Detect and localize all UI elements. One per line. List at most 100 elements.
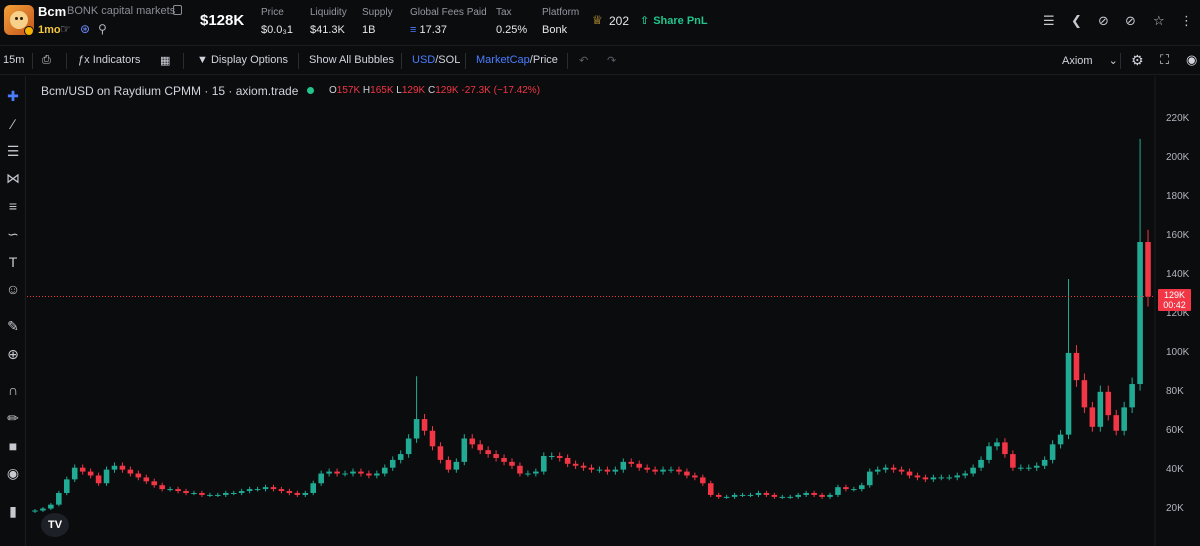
- candle-body: [1113, 415, 1120, 431]
- show-all-bubbles-button[interactable]: Show All Bubbles: [309, 54, 394, 66]
- settings-gear-icon[interactable]: ⚙: [1131, 52, 1144, 68]
- bundle-icon[interactable]: ⊛: [80, 22, 91, 36]
- candle-body: [811, 492, 817, 495]
- share-network-icon[interactable]: ❮: [1071, 13, 1082, 28]
- y-tick-label: 60K: [1166, 424, 1184, 436]
- close-label: C: [428, 85, 436, 96]
- candle-body: [56, 492, 62, 505]
- trash-icon[interactable]: ▮: [9, 503, 17, 519]
- candle-body: [954, 475, 960, 478]
- stat-label: Global Fees Paid: [410, 7, 487, 18]
- display-options-button[interactable]: ▼ Display Options: [197, 54, 288, 66]
- token-avatar-eye-icon: [15, 17, 18, 20]
- low-value: 129K: [401, 85, 426, 96]
- marketcap-option[interactable]: MarketCap: [476, 54, 530, 66]
- caret-down-icon: ▼: [197, 54, 211, 66]
- change-value: -27.3K (−17.42%): [461, 85, 541, 96]
- function-icon: ƒx: [78, 54, 93, 66]
- star-icon[interactable]: ☆: [1153, 13, 1165, 28]
- magnet-icon[interactable]: ∩: [7, 382, 19, 398]
- emoji-icon[interactable]: ☺: [5, 281, 21, 297]
- candle-body: [1065, 352, 1072, 435]
- trend-line-icon[interactable]: ∕: [11, 116, 15, 132]
- stat-value: $0.0₃1: [261, 24, 294, 36]
- candle-body: [1025, 467, 1032, 469]
- visibility-eye-icon[interactable]: ◉: [6, 465, 20, 481]
- candle-body: [167, 489, 173, 491]
- display-options-label: Display Options: [210, 54, 288, 66]
- share-pnl-button[interactable]: ⇧ Share PnL: [640, 14, 708, 27]
- candle-body: [374, 473, 380, 476]
- layouts-grid-icon[interactable]: ▦: [160, 55, 171, 67]
- block-icon[interactable]: ⊘: [1125, 13, 1136, 28]
- fib-retracement-icon[interactable]: ≡: [8, 198, 18, 214]
- stat-value: 0.25%: [496, 24, 528, 36]
- candle-body: [95, 475, 102, 484]
- currency-toggle[interactable]: USD/SOL: [412, 54, 461, 66]
- candle-body: [684, 471, 690, 476]
- horizontal-lines-icon[interactable]: ☰: [6, 143, 20, 159]
- stat-global-fees: Global Fees Paid ≡ 17.37: [410, 7, 487, 36]
- interval-selector[interactable]: 15m: [3, 54, 25, 66]
- sol-option[interactable]: SOL: [438, 54, 461, 66]
- community-icon[interactable]: ☞: [60, 22, 71, 36]
- candle-body: [183, 491, 189, 493]
- list-icon[interactable]: ☰: [1043, 13, 1055, 28]
- token-avatar[interactable]: [4, 5, 34, 35]
- stat-label: Supply: [362, 7, 393, 18]
- candle-body: [938, 477, 945, 479]
- candle-body: [580, 465, 587, 468]
- ruler-icon[interactable]: ✎: [7, 318, 19, 334]
- stat-tax: Tax 0.25%: [496, 7, 527, 36]
- candle-body: [636, 463, 642, 468]
- candle-body: [898, 469, 905, 472]
- fullscreen-icon[interactable]: ⛶: [1160, 52, 1170, 67]
- stat-label: Price: [261, 7, 284, 18]
- hide-icon[interactable]: ⊘: [1098, 13, 1109, 28]
- tradingview-logo-icon[interactable]: TV: [41, 513, 69, 537]
- lock-drawing-icon[interactable]: ✏: [7, 410, 19, 426]
- price-chart[interactable]: Bcm/USD on Raydium CPMM · 15 · axiom.tra…: [27, 76, 1200, 546]
- crosshair-icon[interactable]: ✚: [7, 88, 19, 104]
- candle-body: [835, 487, 841, 495]
- lock-icon[interactable]: ■: [8, 438, 18, 454]
- usd-option[interactable]: USD: [412, 54, 436, 66]
- search-icon[interactable]: ⚲: [98, 22, 107, 36]
- candle-body: [978, 459, 984, 468]
- crown-count: 202: [609, 14, 630, 28]
- zoom-in-icon[interactable]: ⊕: [7, 346, 19, 362]
- copy-address-icon[interactable]: [173, 5, 182, 15]
- candle-body: [397, 454, 404, 460]
- brush-icon[interactable]: ∽: [7, 226, 19, 242]
- more-icon[interactable]: ⋮: [1180, 13, 1193, 28]
- token-age: 1mo: [38, 24, 61, 36]
- price-option[interactable]: Price: [532, 54, 558, 66]
- platform-badge-icon: [24, 26, 34, 36]
- candle-body: [48, 504, 54, 509]
- y-tick-label: 200K: [1166, 152, 1190, 164]
- candle-body: [151, 481, 158, 486]
- redo-icon[interactable]: ↷: [607, 55, 617, 67]
- open-label: O: [329, 85, 337, 96]
- stat-platform: Platform Bonk: [542, 7, 579, 36]
- metric-toggle[interactable]: MarketCap/Price: [476, 54, 558, 66]
- undo-icon[interactable]: ↶: [579, 55, 589, 67]
- y-tick-label: 140K: [1166, 269, 1190, 281]
- candle-body: [215, 494, 221, 496]
- candle-body: [914, 475, 921, 478]
- candle-body: [477, 444, 483, 451]
- candle-body: [1081, 380, 1088, 408]
- layout-name-select[interactable]: Axiom ⌄: [1062, 54, 1118, 67]
- candlestick-chart[interactable]: [27, 76, 1200, 546]
- candle-body: [405, 438, 412, 455]
- text-tool-icon[interactable]: T: [8, 254, 18, 270]
- screenshot-camera-icon[interactable]: ◉: [1186, 52, 1198, 67]
- candle-body: [278, 489, 285, 492]
- indicators-button[interactable]: ƒx Indicators: [78, 54, 140, 66]
- candle-body: [1137, 242, 1143, 385]
- chart-type-candles-icon[interactable]: ⎙: [42, 54, 51, 66]
- toolbar-divider: [32, 53, 33, 69]
- pattern-icon[interactable]: ⋈: [6, 170, 20, 186]
- candle-body: [604, 469, 611, 472]
- candle-body: [429, 430, 436, 447]
